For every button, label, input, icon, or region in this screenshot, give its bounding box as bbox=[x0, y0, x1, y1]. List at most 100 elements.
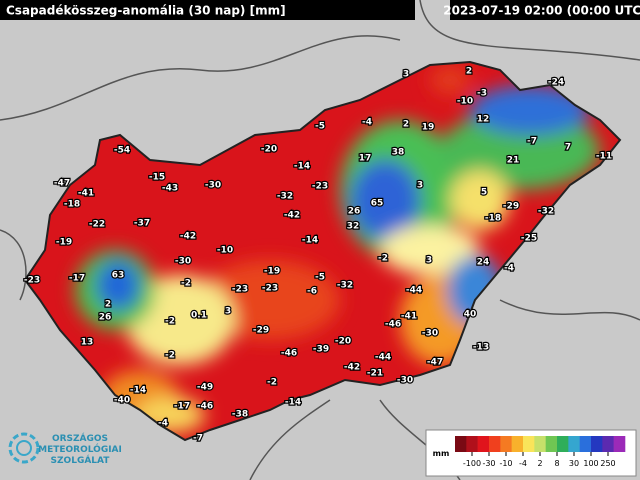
legend-unit: mm bbox=[433, 449, 450, 458]
station-value: -20 bbox=[261, 145, 277, 155]
station-value: -46 bbox=[385, 320, 401, 330]
colorbar-swatch bbox=[477, 436, 490, 452]
station-value: -7 bbox=[527, 137, 537, 147]
station-value: 2 bbox=[105, 300, 111, 310]
colorbar-swatch bbox=[489, 436, 501, 452]
station-value: 32 bbox=[347, 222, 360, 232]
station-value: -40 bbox=[114, 396, 130, 406]
timestamp-bar bbox=[450, 0, 640, 20]
colorbar-swatch bbox=[455, 436, 467, 452]
station-value: -14 bbox=[130, 386, 146, 396]
station-value: -19 bbox=[264, 267, 280, 277]
station-value: -11 bbox=[596, 152, 612, 162]
station-value: 7 bbox=[565, 143, 571, 153]
station-value: -32 bbox=[277, 192, 293, 202]
station-value: -30 bbox=[175, 257, 191, 267]
station-value: -6 bbox=[307, 287, 317, 297]
colorbar-label: 250 bbox=[600, 459, 615, 468]
colorbar-label: 30 bbox=[569, 459, 579, 468]
station-value: -17 bbox=[69, 274, 85, 284]
station-value: -2 bbox=[165, 351, 175, 361]
station-value: -23 bbox=[232, 285, 248, 295]
station-value: 24 bbox=[477, 258, 490, 268]
station-value: -41 bbox=[401, 312, 417, 322]
station-value: -18 bbox=[64, 200, 80, 210]
station-value: -14 bbox=[285, 398, 301, 408]
station-value: -24 bbox=[548, 78, 564, 88]
colorbar-label: 100 bbox=[583, 459, 598, 468]
colorbar-swatch bbox=[500, 436, 512, 452]
station-value: -30 bbox=[422, 329, 438, 339]
station-value: -18 bbox=[485, 214, 501, 224]
station-value: 3 bbox=[225, 307, 231, 317]
colorbar-swatch bbox=[557, 436, 569, 452]
station-value: -43 bbox=[162, 184, 178, 194]
station-value: -29 bbox=[503, 202, 519, 212]
station-value: 3 bbox=[403, 70, 409, 80]
station-value: -4 bbox=[504, 264, 514, 274]
station-value: -21 bbox=[367, 369, 383, 379]
logo-text: METEOROLÓGIAI bbox=[38, 443, 122, 455]
station-value: -5 bbox=[315, 273, 325, 283]
station-value: 2 bbox=[466, 67, 472, 77]
station-value: -30 bbox=[397, 376, 413, 386]
station-value: 40 bbox=[464, 310, 477, 320]
station-value: -30 bbox=[205, 181, 221, 191]
station-value: -10 bbox=[217, 246, 233, 256]
station-value: -47 bbox=[54, 179, 70, 189]
station-value: -2 bbox=[181, 279, 191, 289]
colorbar-swatch bbox=[602, 436, 614, 452]
station-value: 0.1 bbox=[191, 311, 207, 321]
station-value: 3 bbox=[417, 181, 423, 191]
station-value: -38 bbox=[232, 410, 248, 420]
timestamp: 2023-07-19 02:00 (00:00 UTC) bbox=[443, 4, 640, 18]
station-value: -42 bbox=[284, 211, 300, 221]
colorbar-label: -30 bbox=[482, 459, 495, 468]
logo-text: ORSZÁGOS bbox=[52, 432, 108, 444]
station-value: 13 bbox=[81, 338, 94, 348]
station-value: -39 bbox=[313, 345, 329, 355]
station-value: 19 bbox=[422, 123, 435, 133]
station-value: 63 bbox=[112, 271, 125, 281]
station-value: -17 bbox=[174, 402, 190, 412]
station-value: -42 bbox=[180, 232, 196, 242]
station-value: -13 bbox=[473, 343, 489, 353]
colorbar-swatch bbox=[466, 436, 478, 452]
station-value: 26 bbox=[348, 207, 361, 217]
station-value: 12 bbox=[477, 115, 490, 125]
logo-text: SZOLGÁLAT bbox=[51, 454, 111, 466]
station-value: -7 bbox=[193, 434, 203, 444]
station-value: -23 bbox=[24, 276, 40, 286]
station-value: -3 bbox=[477, 89, 487, 99]
station-value: -32 bbox=[337, 281, 353, 291]
station-value: 65 bbox=[371, 199, 384, 209]
station-value: -2 bbox=[267, 378, 277, 388]
colorbar-swatch bbox=[534, 436, 546, 452]
colorbar-swatch bbox=[613, 436, 626, 452]
station-value: -46 bbox=[281, 349, 297, 359]
colorbar-label: 2 bbox=[537, 459, 542, 468]
colorbar-label: -100 bbox=[463, 459, 481, 468]
station-value: 17 bbox=[359, 154, 372, 164]
colorbar-swatch bbox=[545, 436, 558, 452]
station-value: -10 bbox=[457, 97, 473, 107]
colorbar-label: -10 bbox=[499, 459, 512, 468]
station-value: -14 bbox=[302, 236, 318, 246]
colorbar-swatch bbox=[591, 436, 603, 452]
colorbar: -100 -30 -10 -4 2 8 30 100 250 bbox=[455, 436, 626, 468]
station-value: 5 bbox=[481, 188, 487, 198]
colorbar-label: 8 bbox=[554, 459, 559, 468]
station-value: 21 bbox=[507, 156, 520, 166]
station-value: -2 bbox=[378, 254, 388, 264]
logo: ORSZÁGOS METEOROLÓGIAI SZOLGÁLAT bbox=[8, 432, 122, 466]
station-value: -2 bbox=[165, 317, 175, 327]
station-value: -46 bbox=[197, 402, 213, 412]
station-value: -29 bbox=[253, 326, 269, 336]
station-value: 3 bbox=[426, 256, 432, 266]
station-value: -49 bbox=[197, 383, 213, 393]
station-value: -42 bbox=[344, 363, 360, 373]
station-value: -20 bbox=[335, 337, 351, 347]
station-value: -22 bbox=[89, 220, 105, 230]
